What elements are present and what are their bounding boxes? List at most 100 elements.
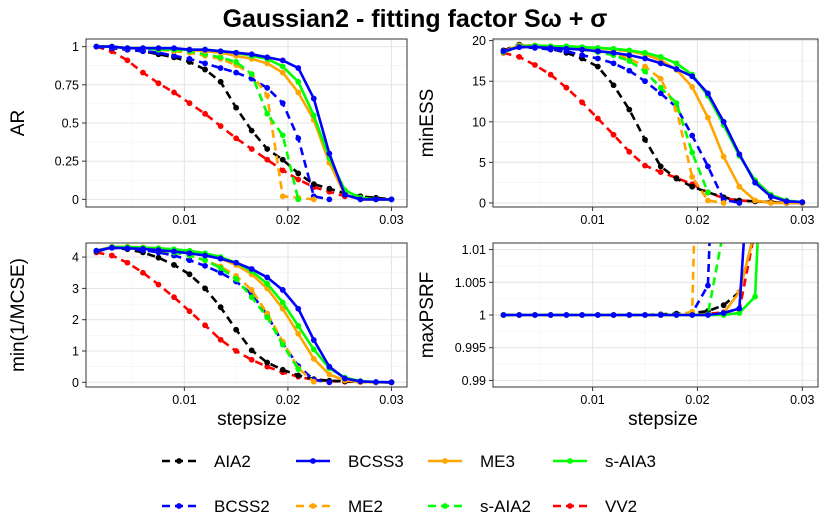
data-point-aia2	[594, 63, 601, 70]
data-point-me3	[752, 197, 758, 204]
data-point-me2	[279, 193, 286, 200]
data-point-aia2	[657, 163, 664, 170]
legend-item-bcss2: BCSS2	[162, 497, 270, 516]
data-point-bcss2	[689, 132, 696, 139]
data-point-bcss2	[233, 69, 240, 76]
data-point-bcss3	[155, 247, 162, 254]
data-point-me3	[326, 371, 333, 378]
series-line-aia2	[96, 246, 392, 384]
data-point-vv2	[657, 169, 664, 176]
data-point-s-aia3	[752, 293, 758, 300]
data-point-me3	[310, 355, 317, 362]
x-tick-label: 0.01	[580, 213, 604, 227]
data-point-bcss3	[155, 45, 162, 52]
x-tick-label: 0.01	[172, 213, 196, 227]
data-point-bcss3	[186, 250, 193, 257]
y-tick-label: 0	[72, 376, 79, 390]
data-point-s-aia2	[217, 265, 224, 271]
legend-key-point	[310, 503, 316, 509]
data-point-s-aia2	[279, 341, 286, 348]
data-point-s-aia3	[264, 280, 271, 287]
x-tick-label: 0.03	[379, 213, 403, 227]
data-point-bcss3	[373, 379, 379, 385]
data-point-vv2	[233, 135, 240, 142]
data-point-vv2	[217, 123, 224, 129]
data-point-bcss3	[626, 312, 633, 318]
data-point-bcss2	[705, 163, 711, 170]
y-tick-label: 0.25	[55, 155, 79, 169]
panel-maxpsrf: 0.99 0.995 1 1.005 1.01 0.01 0.02 0.03 maxPSRF	[417, 227, 819, 407]
data-point-s-aia2	[657, 84, 664, 91]
data-point-bcss2	[657, 90, 664, 97]
figure-title: Gaussian2 - fitting factor Sω + σ	[223, 5, 608, 33]
data-point-bcss3	[594, 48, 601, 55]
data-point-me2	[705, 197, 711, 204]
data-point-s-aia2	[721, 227, 727, 233]
data-point-bcss3	[532, 312, 538, 318]
data-point-bcss2	[736, 200, 743, 206]
y-tick-label: 15	[472, 75, 486, 89]
series-line-bcss2	[96, 45, 330, 201]
data-point-aia2	[326, 185, 333, 192]
data-point-bcss3	[140, 45, 146, 52]
data-point-s-aia2	[248, 294, 255, 301]
data-point-bcss2	[217, 65, 224, 71]
data-point-bcss3	[516, 312, 523, 318]
data-point-bcss3	[563, 312, 570, 318]
data-point-s-aia2	[673, 100, 680, 107]
y-tick-label: 1.005	[455, 276, 486, 290]
data-point-s-aia3	[295, 78, 302, 85]
data-point-bcss3	[108, 244, 115, 251]
data-point-s-aia3	[642, 49, 648, 56]
data-point-vv2	[248, 356, 255, 363]
legend-label: s-AIA3	[605, 452, 656, 471]
data-point-aia2	[202, 285, 208, 292]
y-tick-label: 0.995	[455, 341, 486, 355]
data-point-bcss3	[357, 196, 364, 203]
legend-key-point	[442, 458, 448, 464]
y-tick-label: 3	[72, 282, 79, 296]
data-point-s-aia2	[689, 149, 696, 156]
data-point-aia2	[610, 82, 617, 89]
data-point-me3	[279, 305, 286, 312]
data-point-vv2	[295, 176, 302, 183]
data-point-bcss3	[689, 312, 696, 318]
data-point-bcss3	[657, 60, 664, 67]
panel-border	[492, 38, 819, 208]
data-point-bcss3	[705, 312, 711, 318]
data-point-bcss3	[124, 245, 131, 252]
data-point-vv2	[279, 167, 286, 174]
data-point-s-aia2	[233, 276, 240, 282]
x-axis-title-right: stepsize	[628, 409, 698, 430]
data-point-vv2	[186, 100, 193, 107]
data-point-bcss3	[799, 199, 806, 206]
data-point-me2	[248, 287, 255, 293]
series-group	[500, 41, 806, 206]
data-point-bcss3	[108, 43, 115, 50]
legend-key-point	[176, 503, 182, 509]
data-point-s-aia2	[202, 257, 208, 264]
data-point-me3	[720, 153, 727, 160]
data-point-bcss3	[642, 312, 648, 318]
x-tick-label: 0.02	[276, 393, 300, 407]
series-line-vv2	[96, 251, 392, 384]
data-point-vv2	[155, 80, 162, 87]
data-point-me3	[279, 69, 286, 76]
data-point-me2	[720, 200, 727, 206]
data-point-vv2	[642, 162, 648, 169]
data-point-me2	[642, 63, 648, 70]
data-point-vv2	[217, 336, 224, 343]
y-tick-label: 0.75	[55, 78, 79, 92]
data-point-bcss2	[264, 84, 271, 91]
data-point-bcss3	[233, 259, 240, 266]
y-tick-label: 1	[72, 345, 79, 359]
data-point-bcss2	[610, 60, 617, 67]
data-point-bcss3	[594, 312, 601, 318]
data-point-bcss3	[264, 274, 271, 281]
data-point-aia2	[626, 106, 633, 113]
y-axis-title-maxpsrf: maxPSRF	[417, 272, 438, 359]
legend-item-me2: ME2	[296, 497, 383, 516]
data-point-bcss3	[341, 375, 348, 382]
data-point-me2	[689, 174, 696, 180]
